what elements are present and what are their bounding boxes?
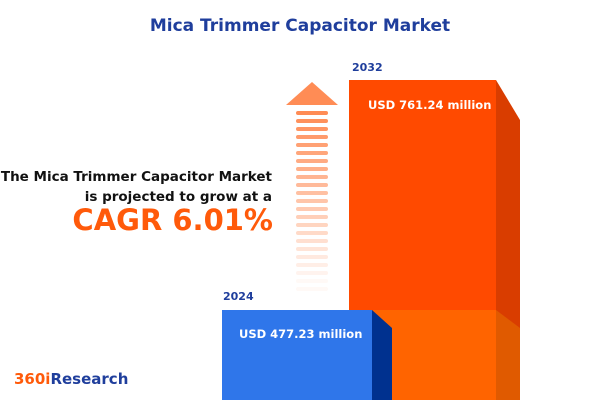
- bar-2024-side: [372, 310, 392, 400]
- arrow-stripe: [296, 199, 328, 203]
- arrow-stripe: [296, 119, 328, 123]
- arrow-stripe: [296, 239, 328, 243]
- logo-prefix: 360i: [14, 370, 51, 388]
- arrow-stripe: [296, 167, 328, 171]
- arrow-stripe: [296, 127, 328, 131]
- value-label-2024: USD 477.23 million: [239, 327, 363, 341]
- bar-2024: [222, 310, 372, 400]
- arrow-stripe: [296, 271, 328, 275]
- arrow-stripe: [296, 287, 328, 291]
- year-label-2032: 2032: [352, 61, 383, 74]
- description-line-2: is projected to grow at a: [84, 189, 272, 205]
- arrow-stripe: [296, 191, 328, 195]
- description: The Mica Trimmer Capacitor Market is pro…: [1, 167, 272, 207]
- arrow-stripe: [296, 215, 328, 219]
- bar-2032-lower: [372, 310, 496, 400]
- arrow-stripe: [296, 151, 328, 155]
- bar-2032-lower-side: [496, 310, 520, 400]
- arrow-stripe: [296, 143, 328, 147]
- arrow-stripe: [296, 231, 328, 235]
- arrow-stripe: [296, 175, 328, 179]
- cagr-value: CAGR 6.01%: [72, 203, 273, 237]
- arrow-stripe: [296, 135, 328, 139]
- arrow-stripe: [296, 255, 328, 259]
- chart-title: Mica Trimmer Capacitor Market: [149, 16, 451, 36]
- arrow-stripe: [296, 247, 328, 251]
- logo: 360iResearch: [14, 370, 128, 388]
- growth-arrow-icon: [286, 82, 338, 291]
- value-label-2032: USD 761.24 million: [368, 98, 492, 112]
- arrow-stripe: [296, 207, 328, 211]
- logo-suffix: Research: [50, 370, 129, 388]
- arrow-stripe: [296, 111, 328, 115]
- arrow-stripe: [296, 159, 328, 163]
- arrow-stripe: [296, 263, 328, 267]
- arrow-stripe: [296, 279, 328, 283]
- description-line-1: The Mica Trimmer Capacitor Market: [0, 169, 272, 185]
- arrow-stripe: [296, 183, 328, 187]
- year-label-2024: 2024: [223, 290, 254, 303]
- arrow-head: [286, 82, 338, 105]
- arrow-stripe: [296, 223, 328, 227]
